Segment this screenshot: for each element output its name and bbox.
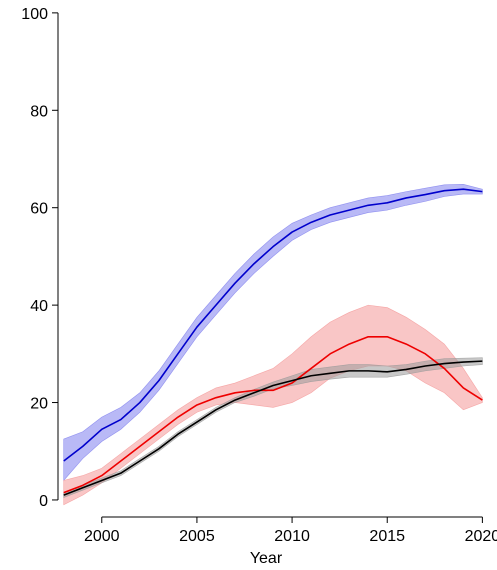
x-tick-label: 2020 bbox=[465, 528, 497, 545]
x-tick-label: 2015 bbox=[369, 528, 405, 545]
x-tick-label: 2010 bbox=[274, 528, 310, 545]
series-lines bbox=[63, 188, 483, 496]
y-tick-label: 100 bbox=[21, 6, 48, 23]
series-line-1 bbox=[63, 188, 483, 462]
x-tick-label: 2005 bbox=[179, 528, 215, 545]
y-tick-label: 20 bbox=[30, 396, 48, 413]
series-line-2 bbox=[63, 335, 483, 494]
confidence-band-1 bbox=[63, 184, 483, 482]
series-line-3 bbox=[63, 360, 483, 496]
y-tick-label: 80 bbox=[30, 103, 48, 120]
x-tick-label: 2000 bbox=[84, 528, 120, 545]
y-tick-label: 0 bbox=[39, 493, 48, 510]
x-axis-label: Year bbox=[250, 550, 283, 567]
y-tick-label: 40 bbox=[30, 298, 48, 315]
x-ticks: 2000 2005 2010 2015 2020 bbox=[84, 517, 497, 545]
axes: 0 20 40 60 80 100 2000 2005 2010 2015 2020 bbox=[21, 6, 497, 545]
confidence-band-2 bbox=[63, 304, 483, 506]
y-tick-label: 60 bbox=[30, 201, 48, 218]
y-ticks: 0 20 40 60 80 100 bbox=[21, 6, 58, 510]
